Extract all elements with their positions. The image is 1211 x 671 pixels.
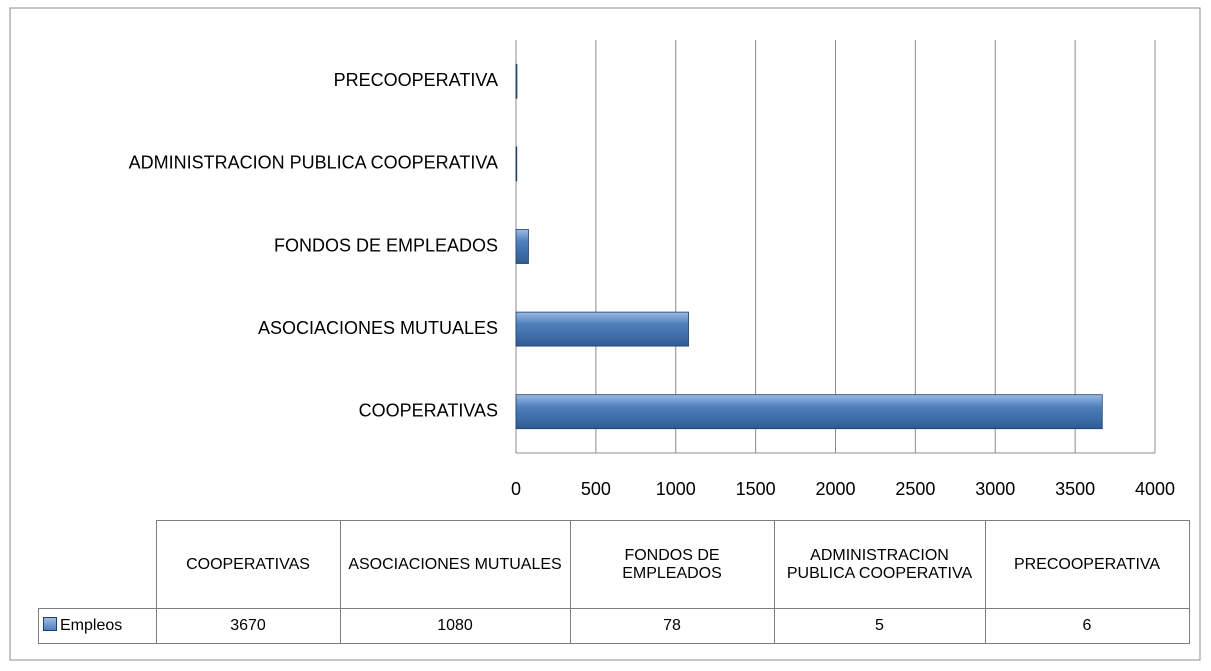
table-value: 3670 (155, 608, 341, 644)
y-tick-label: ASOCIACIONES MUTUALES (258, 318, 498, 338)
y-tick-label: COOPERATIVAS (359, 400, 498, 420)
x-tick-label: 1000 (656, 479, 696, 499)
table-value: 6 (984, 608, 1190, 644)
data-table: COOPERATIVAS ASOCIACIONES MUTUALES FONDOS … (38, 520, 1190, 644)
bar (515, 311, 689, 347)
x-tick-label: 2500 (895, 479, 935, 499)
bar (515, 229, 529, 264)
x-tick-label: 500 (581, 479, 611, 499)
bar (515, 394, 1103, 430)
table-header: FONDOS DE EMPLEADOS (569, 520, 775, 609)
x-tick-label: 3500 (1055, 479, 1095, 499)
x-tick-label: 0 (511, 479, 521, 499)
bar (515, 63, 518, 99)
table-header: ADMINISTRACION PUBLICA COOPERATIVA (773, 520, 986, 609)
y-tick-label: FONDOS DE EMPLEADOS (274, 235, 498, 255)
bar (515, 146, 518, 182)
table-header: COOPERATIVAS (155, 520, 341, 609)
table-value: 78 (569, 608, 775, 644)
table-header: PRECOOPERATIVA (984, 520, 1190, 609)
table-value: 5 (773, 608, 986, 644)
x-tick-label: 3000 (975, 479, 1015, 499)
x-tick-label: 1500 (736, 479, 776, 499)
x-tick-label: 2000 (815, 479, 855, 499)
y-tick-label: ADMINISTRACION PUBLICA COOPERATIVA (129, 153, 498, 173)
legend-label: Empleos (60, 617, 123, 634)
legend-key (43, 617, 57, 631)
y-tick-label: PRECOOPERATIVA (334, 70, 498, 90)
legend-cell: Empleos (38, 608, 157, 644)
table-value: 1080 (339, 608, 571, 644)
chart-border (9, 7, 1201, 661)
x-tick-label: 4000 (1135, 479, 1175, 499)
table-header: ASOCIACIONES MUTUALES (339, 520, 571, 609)
